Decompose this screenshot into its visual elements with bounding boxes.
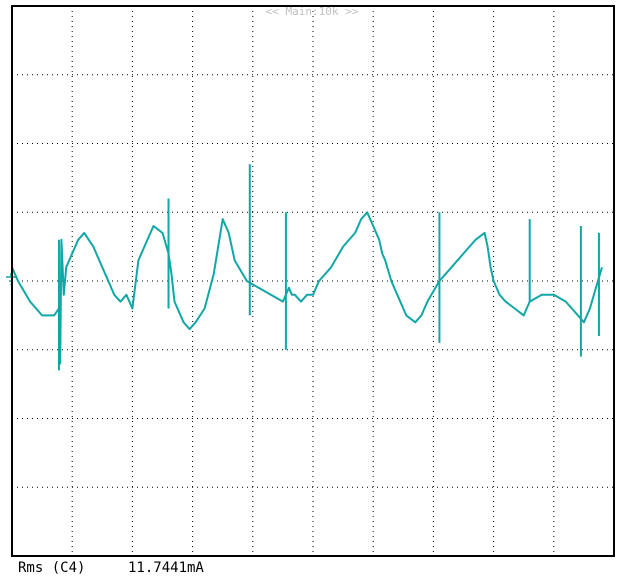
c4-trace — [11, 164, 603, 371]
c4-waveform-line — [11, 211, 603, 365]
graticule-grid — [12, 6, 614, 556]
measurement-label: Rms (C4) — [18, 560, 86, 576]
measurement-value: 11.7441mA — [128, 560, 204, 576]
plot-frame — [11, 5, 615, 557]
timebase-header: << Main:10k >> — [266, 5, 359, 18]
